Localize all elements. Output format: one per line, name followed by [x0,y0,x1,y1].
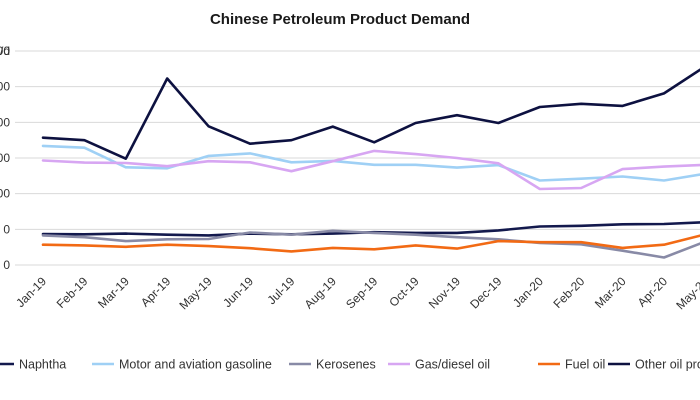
x-tick-label: Mar-19 [95,274,132,311]
x-tick-label: May-19 [177,274,215,312]
legend-item: Gas/diesel oil [388,358,490,372]
grid [15,50,700,266]
legend-item: Naphtha [0,358,66,372]
y-tick-label: 00 [0,187,10,201]
legend-label: Gas/diesel oil [415,358,490,372]
y-ticks: 000000000000 [0,44,10,272]
series-line-other-oil-products [41,68,700,160]
x-tick-label: Mar-20 [592,274,629,311]
legend-item: Fuel oil [538,358,605,372]
x-tick-label: Feb-19 [54,274,91,311]
y-tick-label: 00 [0,115,10,129]
legend-item: Motor and aviation gasoline [92,358,272,372]
x-tick-label: Apr-19 [138,274,174,310]
x-tick-label: Aug-19 [302,274,339,311]
y-tick-label: 0 [3,258,10,272]
legend-label: Kerosenes [316,358,376,372]
legend-item: Kerosenes [289,358,376,372]
y-tick-label: 00 [0,151,10,165]
series-line-motor-and-aviation-gasoline [41,144,700,182]
x-tick-label: Dec-19 [467,274,504,311]
legend-label: Naphtha [19,358,66,372]
x-tick-label: Oct-19 [386,274,422,310]
y-axis-label: /d [0,44,10,58]
series-line-gas-diesel-oil [41,149,700,191]
x-tick-label: Nov-19 [426,274,463,311]
chart-title: Chinese Petroleum Product Demand [210,11,470,28]
y-tick-label: 0 [3,222,10,236]
x-tick-label: Jun-19 [220,274,256,310]
series-lines [41,68,700,259]
legend-label: Other oil products [635,358,700,372]
x-tick-label: Jan-20 [510,274,546,310]
series-line-kerosenes [41,229,700,259]
y-tick-label: 00 [0,80,10,94]
x-ticks: Jan-19 Feb-19 Mar-19 Apr-19 May-19 Jun-19 Jul-… [13,274,700,312]
legend: Naphtha Motor and aviation gasoline Kerose… [0,358,700,372]
legend-item: Other oil products [608,358,700,372]
x-tick-label: Feb-20 [551,274,588,311]
x-tick-label: Apr-20 [635,274,671,310]
x-tick-label: Jul-19 [265,274,298,307]
series-line-fuel-oil [41,234,700,253]
y-tick-label: 00 [0,44,10,58]
legend-label: Fuel oil [565,358,605,372]
legend-label: Motor and aviation gasoline [119,358,272,372]
x-tick-label: May-20 [673,274,700,312]
x-tick-label: Sep-19 [343,274,380,311]
x-tick-label: Jan-19 [13,274,49,310]
